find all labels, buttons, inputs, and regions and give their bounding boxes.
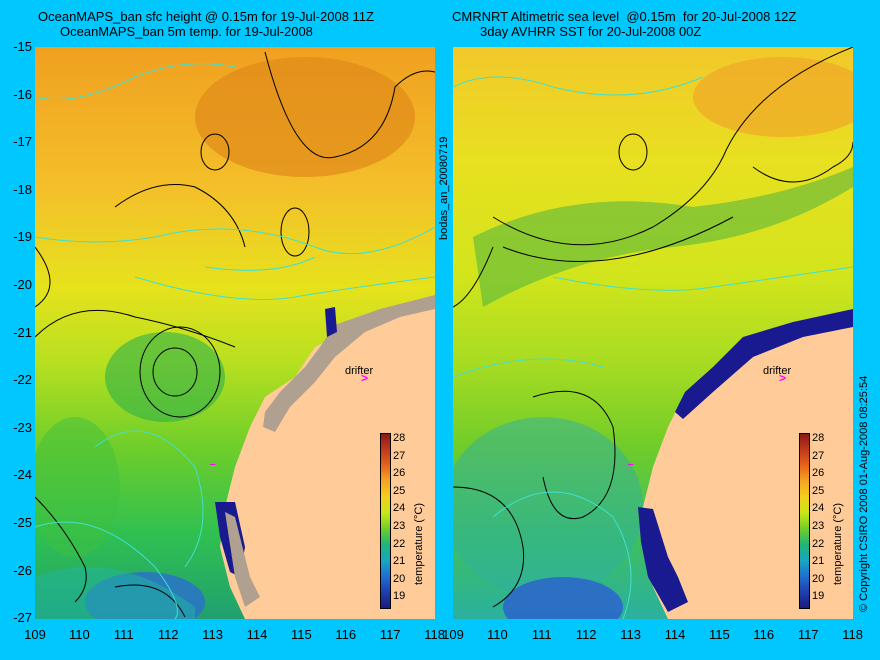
y-tick-label: -23 [13, 419, 32, 435]
y-tick-label: -20 [13, 277, 32, 292]
copyright-label: © Copyright CSIRO 2008 01-Aug-2008 08:25… [858, 375, 870, 612]
drifter-label-right: drifter [763, 365, 792, 377]
colorbar-tick-label: 28 [812, 432, 825, 444]
left-title-line2: OceanMAPS_ban 5m temp. for 19-Jul-2008 [60, 24, 313, 39]
y-tick-label: -15 [13, 39, 32, 54]
colorbar-tick-label: 27 [393, 449, 406, 462]
colorbar-tick-label: 28 [393, 432, 406, 444]
drifter-label-left: drifter [345, 365, 374, 377]
right-title-line1: CMRNRT Altimetric sea level @0.15m for 2… [452, 9, 797, 24]
colorbar-tick-label: 20 [393, 572, 406, 585]
x-tick-label: 117 [379, 627, 401, 642]
drifter-track-left: – [210, 459, 216, 470]
x-tick-label: 115 [709, 627, 730, 642]
colorbar-tick-label: 19 [812, 590, 825, 603]
x-tick-label: 112 [157, 627, 179, 642]
colorbar-tick-label: 21 [812, 555, 825, 568]
colorbar-tick-label: 22 [393, 537, 406, 550]
colorbar-tick-label: 26 [393, 467, 406, 480]
colorbar-tick-label: 26 [812, 467, 825, 480]
x-tick-label: 112 [575, 627, 597, 642]
colorbar-tick-label: 22 [812, 537, 825, 550]
left-title-line1: OceanMAPS_ban sfc height @ 0.15m for 19-… [38, 9, 374, 24]
colorbar-title-right: temperature (°C) [832, 502, 844, 585]
x-tick-label: 110 [487, 627, 508, 642]
y-tick-label: -17 [13, 134, 32, 150]
y-tick-label: -22 [13, 372, 32, 388]
x-tick-label: 116 [753, 627, 775, 642]
drifter-track-right: – [628, 459, 634, 470]
x-tick-label: 111 [113, 627, 134, 642]
colorbar-tick-label: 25 [812, 484, 825, 497]
colorbar-tick-label: 21 [393, 555, 406, 568]
y-tick-label: -16 [13, 86, 32, 102]
drifter-marker-right: > [779, 371, 787, 385]
x-tick-label: 115 [291, 627, 312, 642]
x-tick-label: 113 [202, 627, 223, 642]
colorbar-tick-label: 20 [812, 572, 825, 585]
drifter-marker-left: > [361, 371, 369, 385]
y-tick-label: -25 [13, 515, 32, 530]
right-map-panel: drifter > – [453, 47, 853, 619]
colorbar-tick-label: 23 [812, 520, 825, 532]
x-tick-label: 116 [335, 627, 357, 642]
left-map-svg [35, 47, 435, 619]
y-tick-label: -26 [13, 562, 32, 578]
right-title-line2: 3day AVHRR SST for 20-Jul-2008 00Z [480, 24, 702, 39]
x-tick-label: 114 [664, 627, 686, 642]
left-map-panel: drifter > – [35, 47, 435, 619]
y-tick-label: -21 [13, 324, 32, 340]
y-tick-label: -18 [13, 181, 32, 197]
y-tick-label: -24 [13, 467, 32, 483]
colorbar-tick-label: 24 [393, 502, 406, 515]
colorbar-right [799, 433, 810, 609]
colorbar-tick-label: 23 [393, 520, 406, 532]
x-tick-label: 117 [797, 627, 819, 642]
run-id-label: bodas_an_20080719 [438, 136, 450, 240]
y-tick-label: -19 [13, 229, 32, 245]
x-tick-label: 118 [424, 627, 445, 642]
x-tick-label: 110 [69, 627, 90, 642]
colorbar-tick-label: 19 [393, 590, 406, 603]
colorbar-left [380, 433, 391, 609]
x-tick-label: 109 [24, 627, 46, 642]
x-tick-label: 118 [842, 627, 863, 642]
colorbar-tick-label: 24 [812, 502, 825, 515]
x-tick-label: 109 [442, 627, 464, 642]
x-tick-label: 111 [531, 627, 552, 642]
colorbar-tick-label: 25 [393, 484, 406, 497]
colorbar-tick-label: 27 [812, 449, 825, 462]
colorbar-title-left: temperature (°C) [413, 502, 425, 585]
x-tick-label: 114 [246, 627, 268, 642]
y-tick-label: -27 [13, 610, 32, 626]
x-tick-label: 113 [620, 627, 641, 642]
right-map-svg [453, 47, 853, 619]
